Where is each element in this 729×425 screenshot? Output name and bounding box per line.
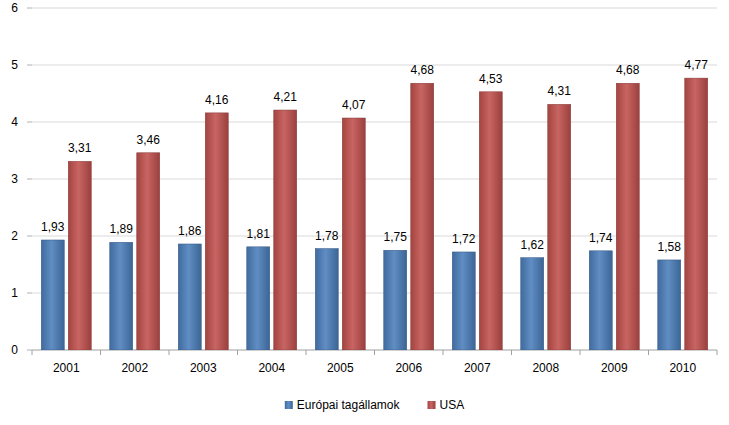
data-label: 3,31 <box>68 141 92 155</box>
x-tick-label: 2008 <box>532 361 559 375</box>
data-label: 4,16 <box>205 93 229 107</box>
data-label: 1,58 <box>658 240 682 254</box>
x-tick-label: 2004 <box>258 361 285 375</box>
grid-line <box>32 122 717 123</box>
data-label: 4,21 <box>274 90 298 104</box>
bar <box>479 92 502 350</box>
y-tick <box>27 293 32 294</box>
data-label: 1,81 <box>247 227 271 241</box>
x-tick-separator <box>100 350 101 355</box>
x-tick-separator <box>169 350 170 355</box>
bar <box>685 78 708 350</box>
y-tick-label: 6 <box>11 1 18 15</box>
bar <box>41 240 64 350</box>
x-tick-separator <box>32 350 33 355</box>
bar <box>68 161 91 350</box>
data-label: 1,78 <box>315 229 339 243</box>
y-tick <box>27 236 32 237</box>
y-tick <box>27 8 32 9</box>
grid-line <box>32 236 717 237</box>
y-tick <box>27 65 32 66</box>
y-tick-label: 2 <box>11 229 18 243</box>
data-label: 1,72 <box>452 232 476 246</box>
bars <box>41 78 708 350</box>
x-tick-separator <box>580 350 581 355</box>
y-tick-label: 0 <box>11 343 18 357</box>
bar <box>274 110 297 350</box>
bar <box>452 252 475 350</box>
bar <box>589 251 612 350</box>
legend-swatch <box>428 401 436 409</box>
x-tick-label: 2001 <box>53 361 80 375</box>
data-label: 3,46 <box>137 133 161 147</box>
data-label: 4,68 <box>411 63 435 77</box>
bar <box>616 83 639 350</box>
bar <box>110 242 133 350</box>
data-label: 1,89 <box>110 222 134 236</box>
y-tick-label: 5 <box>11 58 18 72</box>
data-label: 1,62 <box>521 238 545 252</box>
y-tick-label: 1 <box>11 286 18 300</box>
bar <box>521 258 544 350</box>
data-label: 1,86 <box>178 224 202 238</box>
data-label: 1,75 <box>384 230 408 244</box>
data-label: 4,68 <box>616 63 640 77</box>
x-tick-separator <box>306 350 307 355</box>
grid-line <box>32 65 717 66</box>
legend-swatch <box>285 401 293 409</box>
x-tick-label: 2003 <box>190 361 217 375</box>
legend: Európai tagállamok USA <box>285 398 464 412</box>
bar <box>205 113 228 350</box>
x-tick-label: 2010 <box>669 361 696 375</box>
data-label: 4,31 <box>548 84 572 98</box>
data-label: 4,77 <box>685 58 709 72</box>
chart: 0 1 2 3 4 5 6 2001 2002 2003 2004 2005 2006 2007 2008 2… <box>0 0 729 425</box>
x-tick-label: 2005 <box>327 361 354 375</box>
x-tick-label: 2009 <box>601 361 628 375</box>
bar <box>411 83 434 350</box>
bar <box>548 104 571 350</box>
x-tick-separator <box>648 350 649 355</box>
bar <box>247 247 270 350</box>
y-tick <box>27 122 32 123</box>
x-tick-label: 2006 <box>395 361 422 375</box>
data-labels: 1,93 1,89 1,86 1,81 1,78 1,75 1,72 1,62 1,74 1,58… <box>41 58 708 254</box>
grid-line <box>32 179 717 180</box>
bar <box>178 244 201 350</box>
grid-line <box>32 293 717 294</box>
y-tick-label: 4 <box>11 115 18 129</box>
x-tick-separator <box>511 350 512 355</box>
data-label: 1,74 <box>589 231 613 245</box>
bar <box>315 249 338 350</box>
x-tick-separator <box>717 350 718 355</box>
data-label: 4,07 <box>342 98 366 112</box>
legend-label: Európai tagállamok <box>297 398 401 412</box>
bar <box>137 153 160 350</box>
x-tick-separator <box>443 350 444 355</box>
bar <box>658 260 681 350</box>
data-label: 4,53 <box>479 72 503 86</box>
y-tick-label: 3 <box>11 172 18 186</box>
bar <box>384 250 407 350</box>
legend-label: USA <box>440 398 465 412</box>
x-tick-label: 2007 <box>464 361 491 375</box>
x-tick-separator <box>237 350 238 355</box>
y-tick <box>27 350 32 351</box>
grid-line <box>32 8 717 9</box>
data-label: 1,93 <box>41 220 65 234</box>
x-tick-label: 2002 <box>121 361 148 375</box>
bar <box>342 118 365 350</box>
y-tick <box>27 179 32 180</box>
x-tick-separator <box>374 350 375 355</box>
